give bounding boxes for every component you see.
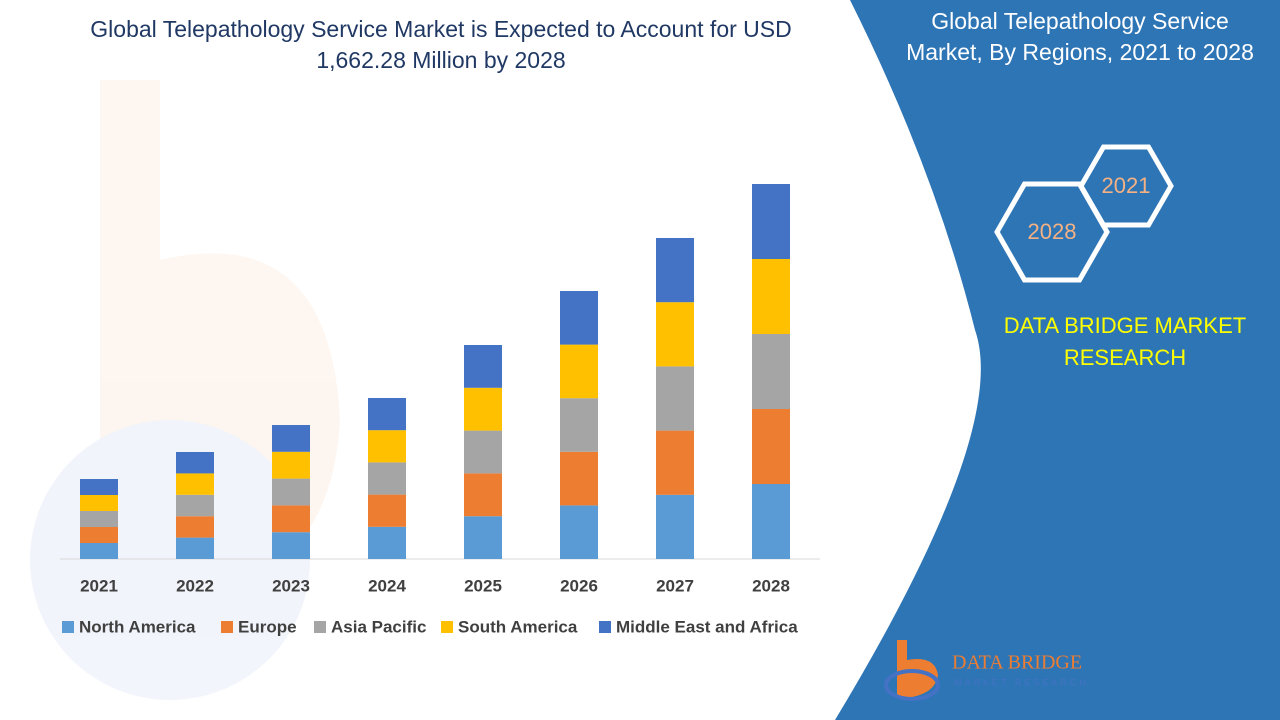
hexagon <box>994 181 1110 283</box>
bar-segment <box>80 511 118 527</box>
bar-segment <box>176 516 214 538</box>
bar-segment <box>560 505 598 559</box>
bar-segment <box>656 430 694 495</box>
bar-segment <box>176 473 214 495</box>
bar-segment <box>176 537 214 559</box>
legend-label: North America <box>79 617 196 636</box>
bar-segment <box>752 484 790 559</box>
bar-segment <box>752 184 790 259</box>
chart-title: Global Telepathology Service Market is E… <box>90 16 792 73</box>
hexagon-label: 2021 <box>1102 173 1151 198</box>
legend-label: Asia Pacific <box>331 617 426 636</box>
panel-title: Global Telepathology Service Market, By … <box>906 8 1254 65</box>
bar-segment <box>272 425 310 452</box>
legend-swatch <box>314 621 326 633</box>
brand-name: DATA BRIDGE MARKET RESEARCH <box>1003 313 1247 370</box>
legend-swatch <box>221 621 233 633</box>
logo: DATA BRIDGE MARKET RESEARCH <box>884 640 1089 701</box>
legend-swatch <box>62 621 74 633</box>
bar-segment <box>560 291 598 345</box>
x-tick-label: 2025 <box>464 576 502 595</box>
bar-segment <box>560 451 598 506</box>
legend-label: South America <box>458 617 578 636</box>
logo-mark <box>897 640 938 698</box>
x-tick-label: 2027 <box>656 576 694 595</box>
bar-segment <box>368 398 406 431</box>
bar-segment <box>464 387 502 431</box>
bar-segment <box>656 366 694 431</box>
x-tick-label: 2028 <box>752 576 790 595</box>
watermark <box>30 80 340 700</box>
x-tick-label: 2024 <box>368 576 406 595</box>
bar-segment <box>272 451 310 479</box>
x-tick-label: 2023 <box>272 576 310 595</box>
bar-segment <box>80 495 118 511</box>
bar-segment <box>176 494 214 517</box>
bar-segment <box>272 478 310 506</box>
bar-segment <box>272 505 310 533</box>
bar-segment <box>656 238 694 303</box>
bar-segment <box>368 526 406 559</box>
bar-segment <box>80 479 118 495</box>
bar-segment <box>368 462 406 495</box>
legend-swatch <box>441 621 453 633</box>
bar-segment <box>80 527 118 543</box>
legend-swatch <box>599 621 611 633</box>
bar-segment <box>368 494 406 527</box>
legend-label: Europe <box>238 617 297 636</box>
bar-segment <box>560 344 598 399</box>
bar-segment <box>80 543 118 559</box>
watermark-circle <box>30 420 310 700</box>
x-tick-label: 2021 <box>80 576 118 595</box>
legend-label: Middle East and Africa <box>616 617 798 636</box>
bar-segment <box>176 452 214 474</box>
bar-segment <box>560 398 598 452</box>
bar-segment <box>656 494 694 559</box>
bar-segment <box>464 516 502 559</box>
bar-segment <box>464 473 502 517</box>
bar-segment <box>464 345 502 388</box>
x-tick-label: 2022 <box>176 576 214 595</box>
bar-segment <box>464 430 502 474</box>
logo-subtext: MARKET RESEARCH <box>954 677 1089 687</box>
bar-segment <box>368 430 406 463</box>
bar-segment <box>752 259 790 334</box>
x-tick-label: 2026 <box>560 576 598 595</box>
hexagon-label: 2028 <box>1028 219 1077 244</box>
bar-segment <box>656 302 694 367</box>
bar-segment <box>272 532 310 559</box>
logo-text: DATA BRIDGE <box>952 652 1082 674</box>
logo-ring <box>884 669 940 701</box>
bar-segment <box>752 334 790 409</box>
bar-segment <box>752 409 790 484</box>
